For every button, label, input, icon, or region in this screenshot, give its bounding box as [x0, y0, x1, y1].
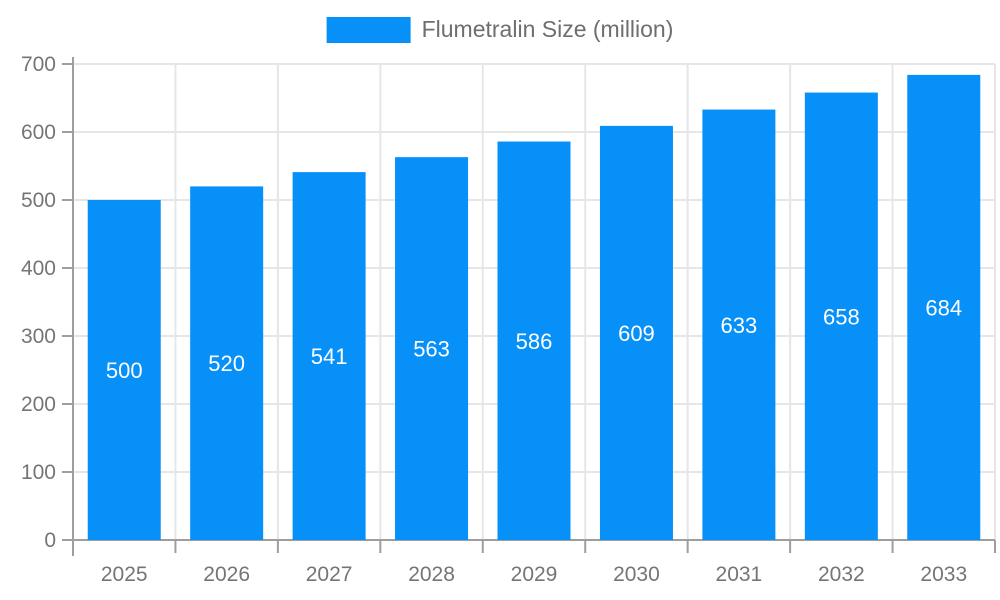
bar-2032[interactable] — [804, 92, 878, 540]
y-tick-label: 100 — [21, 461, 56, 484]
legend-label: Flumetralin Size (million) — [421, 16, 674, 42]
y-tick-label: 300 — [21, 325, 56, 348]
x-tick-label: 2027 — [306, 563, 353, 586]
x-tick-label: 2025 — [101, 563, 148, 586]
bar-value-label: 563 — [413, 337, 450, 362]
bar-2028[interactable] — [395, 157, 469, 540]
y-tick-label: 400 — [21, 257, 56, 280]
y-tick-label: 600 — [21, 121, 56, 144]
bar-value-label: 520 — [208, 351, 245, 376]
bar-2029[interactable] — [497, 141, 571, 540]
legend-item[interactable]: Flumetralin Size (million) — [326, 16, 674, 43]
bar-2025[interactable] — [87, 200, 161, 540]
bar-2027[interactable] — [292, 172, 366, 540]
bar-2031[interactable] — [702, 109, 776, 540]
y-tick-label: 500 — [21, 189, 56, 212]
legend-swatch — [326, 16, 411, 43]
bar-2030[interactable] — [599, 125, 673, 540]
bar-2033[interactable] — [907, 74, 981, 540]
bar-value-label: 500 — [106, 358, 143, 383]
x-tick-label: 2028 — [408, 563, 455, 586]
bar-value-label: 609 — [618, 321, 655, 346]
bar-2026[interactable] — [190, 186, 264, 540]
y-tick-label: 200 — [21, 393, 56, 416]
bar-value-label: 658 — [823, 304, 860, 329]
x-tick-label: 2026 — [203, 563, 250, 586]
x-tick-label: 2030 — [613, 563, 660, 586]
y-tick-label: 0 — [44, 529, 56, 552]
x-tick-label: 2032 — [818, 563, 865, 586]
y-tick-label: 700 — [21, 53, 56, 76]
bar-value-label: 633 — [721, 313, 758, 338]
bar-value-label: 586 — [516, 329, 553, 354]
x-tick-label: 2031 — [716, 563, 763, 586]
bar-value-label: 684 — [925, 295, 962, 320]
x-tick-label: 2033 — [920, 563, 967, 586]
x-tick-label: 2029 — [511, 563, 558, 586]
bar-value-label: 541 — [311, 344, 348, 369]
